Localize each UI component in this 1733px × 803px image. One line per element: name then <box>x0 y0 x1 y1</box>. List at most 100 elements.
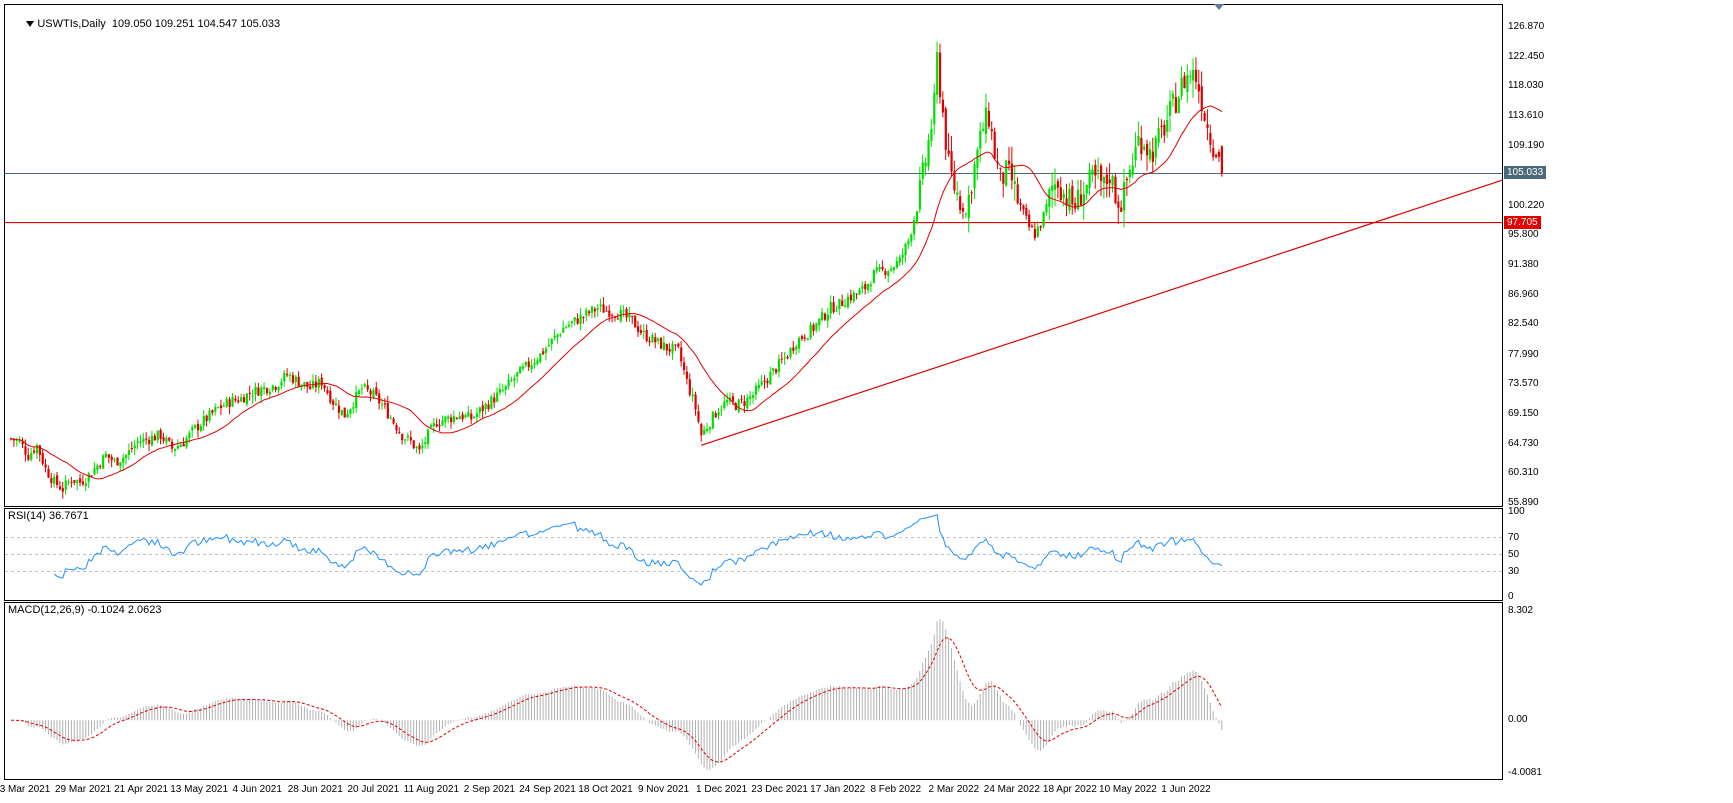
time-tick-label: 9 Nov 2021 <box>637 784 690 795</box>
candle <box>729 392 732 405</box>
candle-body <box>343 407 346 418</box>
candle-body <box>429 425 433 428</box>
candle <box>1123 168 1126 228</box>
candle <box>386 395 389 420</box>
candle <box>1203 110 1206 122</box>
candle <box>1194 57 1198 90</box>
candle-body <box>769 371 772 385</box>
candle-body <box>786 356 789 359</box>
candle <box>33 447 36 455</box>
candle <box>582 316 585 324</box>
chart-shift-marker-icon[interactable] <box>1214 4 1224 10</box>
candle <box>323 384 326 392</box>
candle-body <box>366 385 369 390</box>
candle <box>113 457 116 463</box>
candle <box>731 392 735 406</box>
candle <box>861 281 864 294</box>
candle <box>254 382 257 402</box>
candle <box>395 422 398 435</box>
candle-body <box>369 390 372 395</box>
candle <box>1160 119 1163 139</box>
candle <box>697 404 700 424</box>
candle-body <box>1212 148 1215 157</box>
candle <box>1148 141 1152 163</box>
symbol-header: USWTIs,Daily 109.050 109.251 104.547 105… <box>8 6 280 42</box>
candle-body <box>1140 137 1143 155</box>
candle-body <box>435 424 438 427</box>
candle-body <box>550 338 553 345</box>
macd-indicator-pane[interactable]: MACD(12,26,9) -0.1024 2.0623 <box>4 602 1503 780</box>
candle <box>286 368 289 378</box>
candle-body <box>659 337 663 349</box>
candle <box>596 303 599 317</box>
candle-body <box>760 381 763 385</box>
candle-body <box>162 437 165 441</box>
candle-body <box>1002 172 1005 184</box>
candle-body <box>1085 185 1088 194</box>
candle-body <box>729 397 732 401</box>
candle-body <box>662 342 666 350</box>
triangle-down-icon[interactable] <box>26 21 35 28</box>
candle <box>524 361 528 368</box>
candle <box>570 320 574 328</box>
candle-body <box>222 405 226 407</box>
candle-body <box>35 444 39 454</box>
candle <box>858 287 861 295</box>
candle-body <box>277 386 280 391</box>
candle-body <box>424 442 427 444</box>
candle-body <box>464 414 467 418</box>
price-chart-pane[interactable]: USWTIs,Daily 109.050 109.251 104.547 105… <box>4 4 1503 507</box>
candle <box>1019 198 1022 212</box>
candle <box>754 382 758 400</box>
candle <box>838 298 841 316</box>
candle <box>1131 153 1134 179</box>
candle-body <box>1007 160 1011 165</box>
candle-body <box>565 327 568 329</box>
candle-body <box>418 445 421 450</box>
candle-body <box>731 396 735 402</box>
candle-body <box>944 108 947 150</box>
candle-body <box>265 388 269 394</box>
candle-body <box>573 317 576 321</box>
candle <box>1059 176 1062 201</box>
time-tick-label: 11 Aug 2021 <box>403 784 460 795</box>
time-tick-label: 4 Jun 2021 <box>232 784 282 795</box>
candle-body <box>703 429 706 435</box>
candle <box>481 400 484 419</box>
candle <box>1163 120 1166 143</box>
candle-body <box>855 293 858 295</box>
candle <box>90 474 93 477</box>
rsi-indicator-pane[interactable]: RSI(14) 36.7671 <box>4 508 1503 601</box>
candle-body <box>415 446 418 448</box>
candle <box>795 344 798 356</box>
candle <box>73 480 76 486</box>
candle-body <box>1045 204 1048 213</box>
candle <box>1030 223 1034 228</box>
price-chart-svg[interactable] <box>5 5 1502 506</box>
candle <box>990 121 993 141</box>
candle-body <box>130 447 133 450</box>
candle <box>337 400 341 420</box>
candle-body <box>1013 181 1016 185</box>
candle <box>366 379 369 393</box>
candle <box>760 374 763 387</box>
current-price-tag: 105.033 <box>1504 166 1547 180</box>
price-tick-label: 113.610 <box>1508 109 1544 121</box>
candle-body <box>484 403 487 410</box>
candle-body <box>815 323 818 331</box>
candle-body <box>844 305 847 308</box>
candle <box>1033 222 1037 241</box>
candle <box>1053 168 1057 207</box>
candle-body <box>524 361 528 366</box>
candle-body <box>306 382 309 388</box>
candle <box>1071 179 1074 215</box>
candle <box>890 265 893 273</box>
candle <box>444 415 447 428</box>
candle-body <box>84 483 87 486</box>
candle <box>1036 221 1039 238</box>
time-tick-label: 17 Jan 2022 <box>810 784 866 795</box>
time-tick-label: 23 Dec 2021 <box>751 784 808 795</box>
candle-body <box>705 428 709 432</box>
ohlc-values: 109.050 109.251 104.547 105.033 <box>111 18 281 30</box>
candle-body <box>475 413 479 418</box>
